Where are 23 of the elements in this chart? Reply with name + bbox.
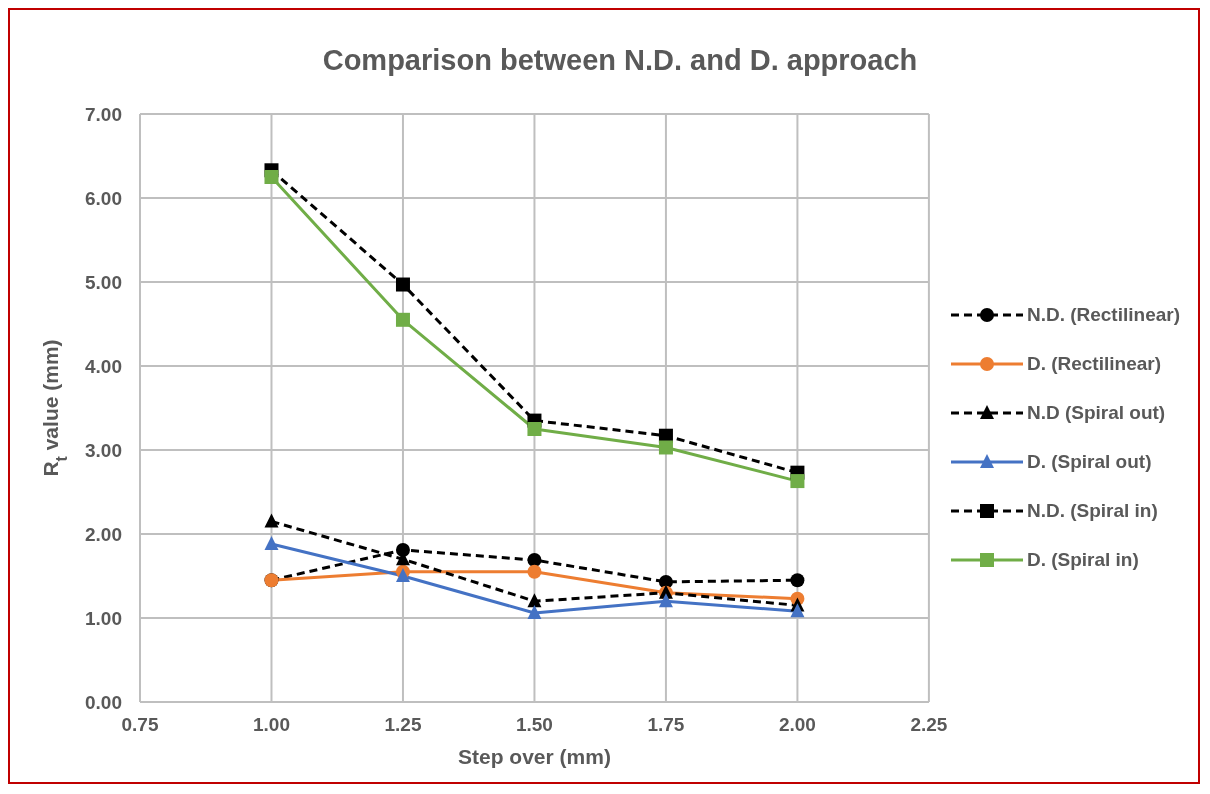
y-tick-label: 7.00	[85, 103, 122, 125]
chart-title: Comparison between N.D. and D. approach	[321, 44, 919, 77]
legend-label: N.D. (Spiral in)	[1026, 499, 1158, 522]
x-tick-label: 2.00	[778, 714, 816, 736]
y-tick-label: 5.00	[85, 271, 122, 293]
y-tick-label: 2.00	[85, 523, 122, 545]
x-tick-label: 1.50	[515, 714, 553, 736]
y-tick-label: 4.00	[85, 355, 122, 377]
y-tick-label: 0.00	[85, 691, 122, 713]
legend-label: D. (Spiral in)	[1026, 548, 1139, 571]
x-tick-label: 1.00	[252, 714, 290, 736]
legend-label: N.D. (Rectilinear)	[1026, 303, 1180, 326]
x-tick-label: 1.75	[647, 714, 685, 736]
x-axis-title: Step over (mm)	[458, 745, 611, 768]
y-tick-label: 1.00	[85, 607, 122, 629]
y-tick-label: 6.00	[85, 187, 122, 209]
x-tick-label: 2.25	[910, 714, 948, 736]
legend-label: D. (Rectilinear)	[1026, 352, 1161, 375]
x-tick-label: 1.25	[384, 714, 422, 736]
y-tick-label: 3.00	[85, 439, 122, 461]
x-tick-label: 0.75	[121, 714, 159, 736]
legend-label: D. (Spiral out)	[1026, 450, 1152, 473]
legend-label: N.D (Spiral out)	[1026, 401, 1166, 424]
